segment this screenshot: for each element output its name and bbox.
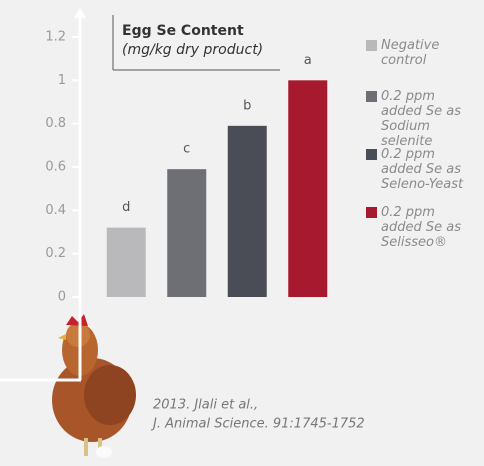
source-text: J. Animal Science. 91:1745-1752 [150,417,365,432]
significance-letter: b [243,98,251,113]
significance-letter: c [183,142,190,157]
bar [288,80,327,297]
hen-illustration [52,314,136,458]
y-tick-label: 0.6 [45,160,66,175]
legend-label: 0.2 ppm added Se as Seleno-Yeast [381,147,476,192]
significance-letter: d [122,200,130,215]
legend-label: 0.2 ppm added Se as Sodium selenite [381,89,476,149]
y-tick-label: 0.8 [45,116,66,131]
chart-title: Egg Se Content [122,23,244,39]
y-tick-label: 0.4 [45,203,66,218]
bar [167,169,206,297]
bar [107,228,146,297]
significance-letter: a [304,53,312,68]
source-text: 2013. Jlali et al., [153,398,258,413]
legend-label: 0.2 ppm added Se as Selisseo® [381,205,476,250]
legend-swatch [366,149,377,160]
legend-label: Negative control [381,38,476,68]
y-tick-label: 1.2 [45,30,66,45]
y-tick-label: 0.2 [45,246,66,261]
bar [228,126,267,297]
legend-swatch [366,207,377,218]
y-tick-label: 0 [58,290,66,305]
chart-subtitle: (mg/kg dry product) [122,42,263,58]
page: Egg Se Content (mg/kg dry product) 2013.… [0,0,484,466]
y-tick-label: 1 [58,73,66,88]
legend-swatch [366,40,377,51]
axis-arrow [74,8,86,18]
legend-swatch [366,91,377,102]
